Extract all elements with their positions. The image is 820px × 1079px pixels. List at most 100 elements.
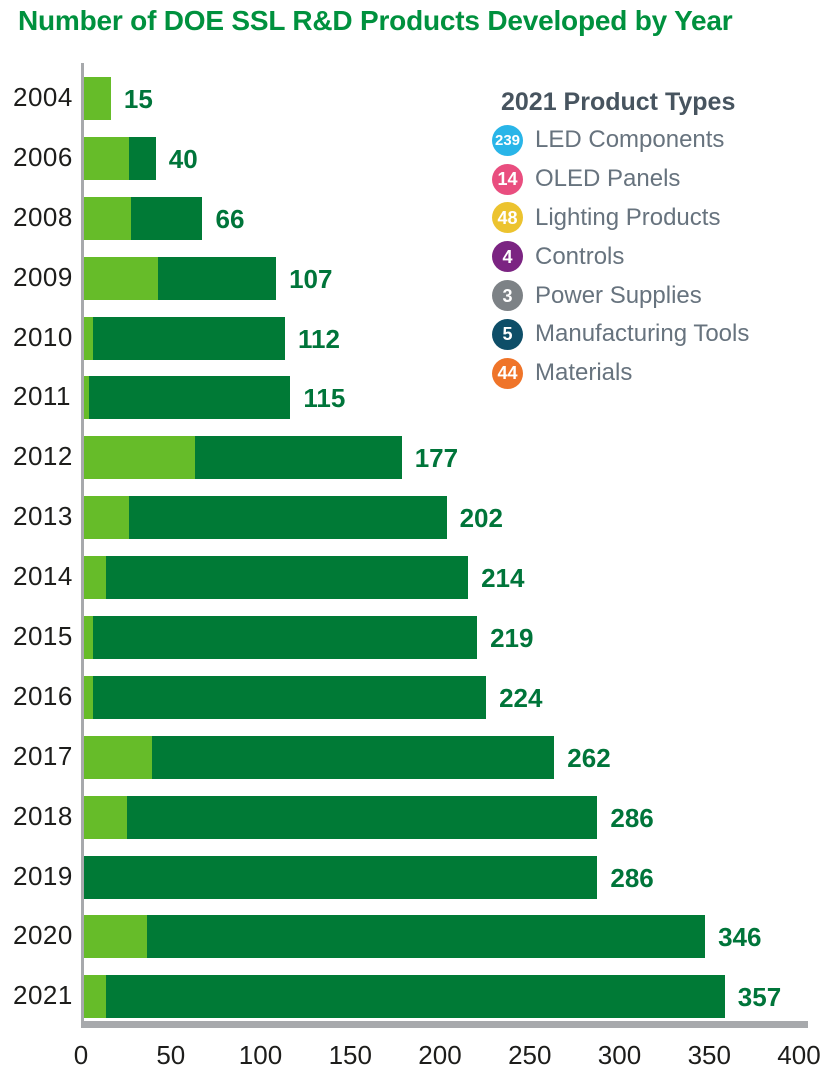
legend-item-label: Materials (535, 359, 633, 387)
bar-row-2006: 2006 40 (0, 123, 820, 183)
bar-segment-dark (146, 915, 705, 959)
bar-segment-dark (127, 795, 598, 839)
x-tick-label: 0 (73, 1040, 89, 1070)
bar-value-label: 202 (459, 503, 503, 534)
legend-count-badge: 239 (492, 124, 523, 156)
bar-segment-light (84, 136, 129, 180)
bar-segment-dark (89, 376, 291, 420)
legend-count-badge: 44 (492, 357, 523, 389)
bar-row-2010: 2010 112 (0, 303, 820, 363)
bar-segment-light (84, 496, 129, 540)
year-label: 2016 (13, 680, 73, 711)
x-tick-label: 100 (238, 1040, 283, 1070)
year-label: 2019 (13, 860, 73, 891)
legend-item: 14 OLED Panels (492, 160, 749, 199)
bar-segment-dark (105, 975, 725, 1019)
x-tick-label: 150 (328, 1040, 372, 1070)
bar-segment-dark (157, 256, 277, 300)
legend-count-badge: 5 (492, 318, 523, 350)
y-axis-line (81, 63, 84, 1022)
bar-segment-light (84, 376, 90, 420)
legend-item: 4 Controls (492, 237, 749, 276)
bar-segment-dark (84, 855, 598, 899)
bar-segment-light (84, 556, 106, 600)
bar-value-label: 286 (610, 802, 654, 833)
bar-value-label: 177 (414, 443, 459, 474)
year-label: 2010 (13, 321, 73, 352)
year-label: 2021 (13, 980, 73, 1011)
stacked-bar (84, 616, 478, 660)
year-label: 2009 (13, 261, 73, 292)
x-tick-label: 250 (508, 1040, 552, 1070)
bar-value-label: 115 (303, 383, 346, 414)
bar-row-2011: 2011 115 (0, 362, 820, 422)
stacked-bar (84, 436, 402, 480)
bar-segment-light (84, 675, 93, 719)
x-tick-label: 200 (418, 1040, 462, 1070)
x-tick-label: 50 (156, 1040, 186, 1070)
legend-item: 3 Power Supplies (492, 276, 749, 315)
year-label: 2011 (13, 381, 71, 412)
legend-item-label: Manufacturing Tools (535, 320, 750, 348)
year-label: 2014 (13, 561, 73, 592)
bar-value-label: 357 (737, 982, 782, 1013)
legend-item-label: LED Components (535, 126, 725, 154)
bar-segment-dark (93, 316, 286, 360)
bar-value-label: 107 (289, 263, 333, 294)
year-label: 2013 (13, 501, 73, 532)
stacked-bar (84, 136, 156, 180)
legend-count-badge: 4 (492, 241, 523, 273)
stacked-bar (84, 256, 277, 300)
bar-row-2015: 2015 219 (0, 602, 820, 662)
bar-value-label: 112 (298, 323, 340, 354)
legend-item: 239 LED Components (492, 121, 749, 160)
year-label: 2017 (13, 740, 73, 771)
bar-row-2012: 2012 177 (0, 422, 820, 482)
bar-row-2017: 2017 262 (0, 722, 820, 782)
bar-value-label: 15 (123, 84, 153, 114)
bar-row-2004: 2004 15 (0, 63, 820, 123)
bar-segment-light (84, 735, 153, 779)
bar-value-label: 214 (481, 563, 525, 594)
legend-item-label: OLED Panels (535, 165, 681, 193)
bar-segment-dark (93, 675, 487, 719)
legend-item-label: Lighting Products (535, 203, 721, 231)
bar-segment-dark (105, 556, 469, 600)
x-tick-label: 350 (687, 1040, 731, 1070)
bar-value-label: 66 (215, 203, 245, 234)
stacked-bar (84, 735, 555, 779)
bar-row-2013: 2013 202 (0, 482, 820, 542)
year-label: 2012 (13, 441, 73, 472)
bar-segment-light (84, 616, 93, 660)
x-tick-label: 400 (777, 1040, 820, 1070)
stacked-bar (84, 496, 447, 540)
stacked-bar (84, 675, 487, 719)
legend-item: 5 Manufacturing Tools (492, 315, 749, 354)
bar-value-label: 40 (168, 143, 198, 174)
stacked-bar (84, 77, 111, 120)
year-label: 2020 (13, 920, 73, 951)
x-tick-label: 300 (597, 1040, 642, 1070)
bar-value-label: 219 (490, 623, 534, 654)
bar-segment-dark (195, 436, 402, 480)
bar-segment-dark (128, 496, 447, 540)
legend-count-badge: 3 (492, 280, 523, 312)
bar-value-label: 346 (718, 922, 762, 953)
legend-item-label: Power Supplies (535, 281, 702, 309)
bar-segment-dark (130, 196, 203, 240)
bar-segment-light (84, 196, 131, 240)
bar-segment-dark (152, 735, 555, 779)
stacked-bar (84, 316, 286, 360)
stacked-bar (84, 795, 598, 839)
bar-row-2020: 2020 346 (0, 901, 820, 961)
stacked-bar (84, 196, 203, 240)
bar-segment-light (84, 915, 147, 959)
stacked-bar (84, 855, 598, 899)
legend: 239 LED Components 14 OLED Panels 48 Lighting… (492, 121, 749, 393)
bar-row-2014: 2014 214 (0, 542, 820, 602)
bar-segment-light (84, 256, 158, 300)
bar-value-label: 224 (499, 682, 543, 713)
stacked-bar (84, 975, 725, 1019)
bar-rows-container: 2004 15 2006 40 2008 66 2009 107 2010 112 2011 115 2… (0, 63, 820, 1021)
bar-segment-dark (128, 136, 156, 180)
